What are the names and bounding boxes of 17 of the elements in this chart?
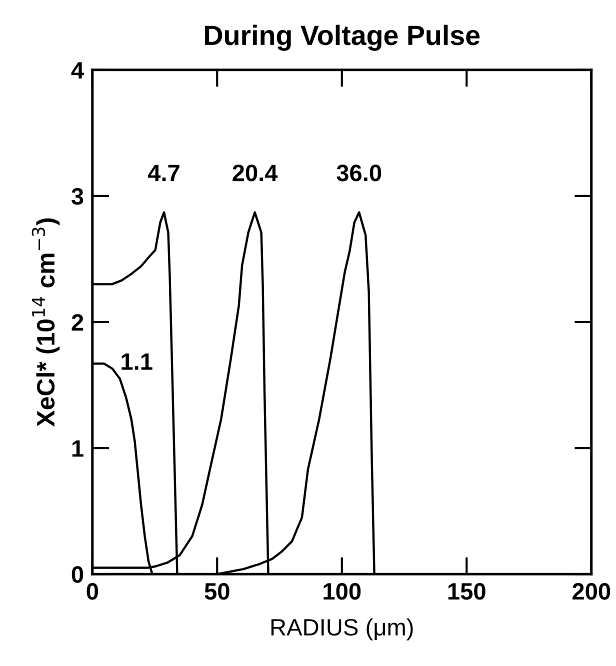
y-axis-title: XeCl* (10$^{14}$ cm$^{−3}$) <box>32 218 60 427</box>
series-label: 4.7 <box>148 164 180 182</box>
series-label: 36.0 <box>336 164 382 182</box>
x-tick-label: 50 <box>204 583 230 600</box>
y-tick-label: 0 <box>72 566 84 583</box>
series-label: 1.1 <box>122 353 152 370</box>
x-axis-title: RADIUS (μm) <box>271 618 413 640</box>
x-tick-label: 100 <box>324 583 361 600</box>
x-tick-label: 150 <box>448 583 486 600</box>
x-tick-label: 200 <box>572 583 610 600</box>
y-tick-label: 1 <box>72 440 84 457</box>
series-label: 20.4 <box>232 164 278 182</box>
x-tick-label: 0 <box>86 583 98 600</box>
chart-title: During Voltage Pulse <box>205 24 480 51</box>
y-tick-label: 2 <box>72 314 84 331</box>
y-tick-label: 4 <box>71 62 84 78</box>
y-tick-label: 3 <box>71 188 84 205</box>
